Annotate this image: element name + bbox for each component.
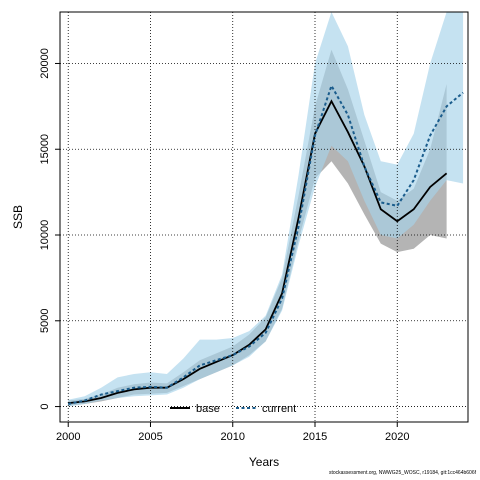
y-tick-label: 20000 — [39, 48, 51, 79]
series-line-current — [68, 83, 464, 405]
grid-lines — [60, 12, 468, 422]
x-tick-label: 2010 — [220, 431, 244, 443]
y-tick-label: 5000 — [39, 309, 51, 333]
x-tick-label: 2015 — [303, 431, 327, 443]
x-tick-label: 2000 — [56, 431, 80, 443]
footer-credit: stockassessment.org, NWWG25_WOSC, r19184… — [328, 470, 476, 476]
confidence-bands — [68, 12, 464, 407]
series-line-base — [68, 99, 448, 405]
x-tick-label: 2005 — [138, 431, 162, 443]
legend-label-current: current — [262, 403, 296, 415]
y-tick-label: 15000 — [39, 134, 51, 165]
legend: base current — [170, 403, 296, 415]
x-axis-ticks: 2000 2005 2010 2015 2020 — [56, 422, 410, 443]
y-axis-ticks: 0 5000 10000 15000 20000 — [39, 48, 60, 410]
series-lines — [68, 83, 464, 405]
y-tick-label: 0 — [39, 403, 51, 409]
legend-label-base: base — [196, 403, 220, 415]
y-axis-title: SSB — [11, 205, 25, 229]
x-tick-label: 2020 — [385, 431, 409, 443]
x-axis-title: Years — [249, 455, 279, 469]
y-tick-label: 10000 — [39, 220, 51, 251]
plot-frame — [59, 11, 469, 423]
band-current — [68, 12, 464, 407]
